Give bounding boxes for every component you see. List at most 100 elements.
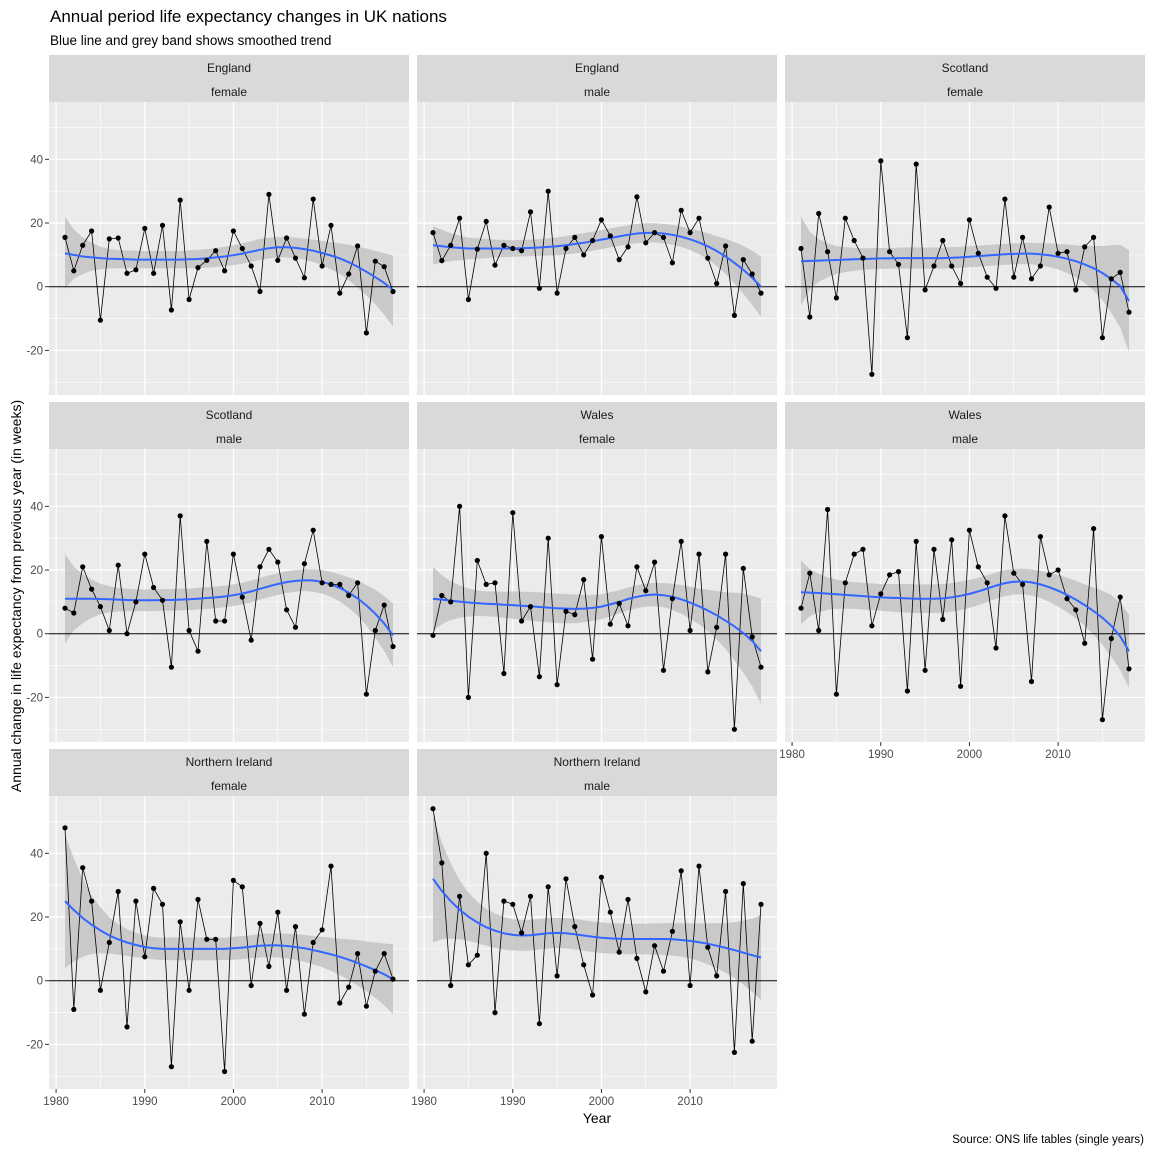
data-point: [465, 296, 471, 303]
data-point: [731, 312, 738, 318]
data-point: [652, 559, 658, 565]
data-point: [660, 667, 667, 673]
data-point: [652, 943, 658, 949]
data-point: [337, 581, 343, 588]
data-point: [390, 976, 396, 982]
confidence-band: [433, 815, 761, 1000]
data-point: [904, 688, 911, 694]
x-tick-label: 2010: [677, 1096, 703, 1108]
data-point: [966, 217, 973, 223]
data-point: [607, 909, 613, 915]
data-point: [590, 656, 596, 662]
data-point: [887, 572, 893, 578]
data-point: [545, 535, 551, 541]
data-point: [678, 207, 684, 213]
data-point: [563, 245, 569, 252]
data-point: [97, 987, 103, 993]
data-point: [816, 627, 822, 634]
data-point: [328, 863, 334, 869]
data-point: [643, 240, 649, 246]
data-point: [598, 534, 605, 540]
data-point: [257, 288, 263, 295]
data-point: [381, 951, 387, 957]
data-point: [807, 570, 813, 576]
data-point: [984, 274, 990, 280]
data-point: [878, 158, 884, 164]
x-tick-label: 1990: [132, 1096, 158, 1108]
data-point: [687, 230, 693, 236]
series-line: [64, 827, 394, 1072]
data-point: [328, 222, 334, 228]
data-point: [598, 217, 605, 223]
data-point: [106, 627, 112, 634]
data-point: [457, 215, 463, 221]
data-point: [177, 513, 183, 519]
confidence-band: [65, 216, 393, 327]
data-point: [740, 565, 746, 572]
data-point: [439, 860, 445, 866]
data-point: [310, 196, 316, 202]
data-point: [430, 230, 436, 236]
data-point: [660, 234, 667, 240]
data-point: [115, 235, 121, 241]
data-point: [284, 987, 290, 993]
data-point: [151, 584, 157, 591]
data-point: [372, 968, 378, 974]
data-point: [634, 955, 640, 962]
data-point: [758, 290, 764, 296]
data-point: [284, 607, 290, 613]
data-point: [483, 850, 489, 856]
data-point: [572, 924, 578, 930]
data-point: [62, 605, 68, 611]
data-point: [749, 271, 755, 277]
data-point: [625, 244, 631, 250]
data-point: [142, 954, 148, 960]
data-point: [705, 255, 711, 261]
panel-northern-ireland-female: Northern Ireland female -20 0 20 40 1980 1990 20…: [26, 749, 409, 1108]
x-axis-label: Year: [583, 1110, 612, 1126]
panel-england-female: England female -20 0 20 40: [26, 55, 409, 395]
data-point: [337, 290, 343, 296]
data-point: [616, 600, 622, 607]
data-point: [913, 538, 919, 545]
data-point: [723, 551, 729, 557]
data-point: [124, 631, 130, 637]
data-point: [230, 551, 236, 557]
data-point: [527, 604, 534, 610]
data-point: [833, 295, 840, 301]
data-point: [536, 674, 543, 680]
strip-label-country: Wales: [581, 408, 614, 422]
data-point: [714, 973, 720, 979]
strip-label-sex: female: [211, 779, 247, 793]
strip-background: [785, 402, 1145, 449]
data-point: [1046, 572, 1052, 578]
data-point: [825, 249, 831, 255]
data-point: [1037, 534, 1043, 540]
data-point: [696, 215, 702, 221]
data-point: [457, 893, 463, 899]
data-point: [572, 612, 578, 618]
panel-wales-male: Wales male 1980 1990 2000 2010: [779, 402, 1145, 761]
data-point: [501, 898, 507, 904]
data-point: [292, 924, 299, 930]
data-point: [239, 884, 245, 890]
data-point: [616, 257, 622, 263]
data-point: [372, 627, 378, 634]
data-point: [714, 624, 720, 630]
data-point: [124, 270, 130, 276]
data-point: [239, 594, 245, 600]
y-tick-label: 40: [30, 501, 43, 513]
data-point: [448, 242, 454, 248]
data-point: [430, 806, 436, 812]
data-point: [660, 968, 667, 974]
data-point: [749, 1038, 755, 1044]
strip-background: [49, 749, 409, 796]
strip-label-sex: male: [584, 85, 610, 99]
data-point: [292, 255, 299, 261]
chart-title: Annual period life expectancy changes in…: [50, 7, 447, 26]
data-point: [749, 634, 755, 640]
data-point: [275, 559, 281, 565]
y-tick-label: 40: [30, 848, 43, 860]
x-tick-label: 1990: [500, 1096, 526, 1108]
